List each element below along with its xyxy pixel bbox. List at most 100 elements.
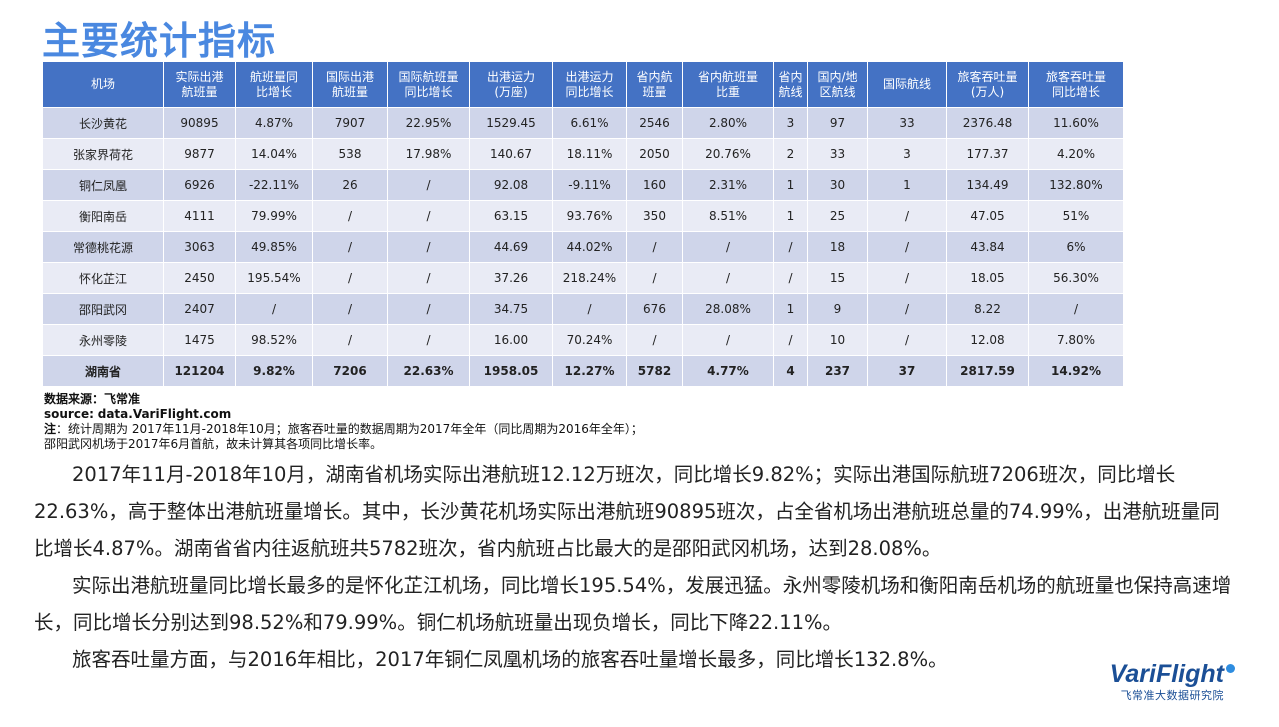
paragraph-3-text: 旅客吞吐量方面，与2016年相比，2017年铜仁凤凰机场的旅客吞吐量增长最多，同… (72, 648, 948, 671)
table-cell: 2050 (626, 138, 683, 170)
table-cell: 79.99% (235, 200, 313, 232)
table-cell: 97 (807, 107, 868, 139)
table-cell: 长沙黄花 (42, 107, 164, 139)
table-cell: 2450 (163, 262, 236, 294)
table-cell: 怀化芷江 (42, 262, 164, 294)
stats-table: 机场 实际出港 航班量 航班量同 比增长 国际出港 航班量 国际航班量 同比增长 出港运力 (万座)… (42, 61, 1124, 387)
paragraph-1: 2017年11月-2018年10月，湖南省机场实际出港航班12.12万班次，同比… (34, 456, 1239, 567)
table-cell: / (773, 262, 808, 294)
table-cell: 6.61% (552, 107, 627, 139)
table-cell: / (387, 324, 470, 356)
table-cell: 90895 (163, 107, 236, 139)
column-header: 省内航班量 比重 (682, 61, 774, 108)
table-cell: 33 (807, 138, 868, 170)
table-row: 铜仁凤凰 6926 -22.11% 26/92.08 -9.11% 160 2.31% 1 30… (42, 169, 1124, 201)
table-cell: 2407 (163, 293, 236, 325)
table-cell: / (312, 293, 388, 325)
table-cell: 26 (312, 169, 388, 201)
table-cell: 676 (626, 293, 683, 325)
logo-sub-text: 飞常准大数据研究院 (1120, 689, 1225, 702)
table-body: 长沙黄花 90895 4.87% 7907 22.95% 1529.45 6.61% 2546… (42, 107, 1124, 356)
table-cell: / (682, 324, 774, 356)
table-cell: 1 (867, 169, 947, 201)
table-cell: 140.67 (469, 138, 553, 170)
footnotes: 数据来源：飞常准 source: data.VariFlight.com 注：统… (44, 392, 643, 452)
table-cell: / (552, 293, 627, 325)
table-cell: / (867, 200, 947, 232)
table-cell: 195.54% (235, 262, 313, 294)
column-header: 出港运力 同比增长 (552, 61, 627, 108)
note-line-2: 邵阳武冈机场于2017年6月首航，故未计算其各项同比增长率。 (44, 437, 383, 451)
logo-main-text: VariFlight (1109, 660, 1224, 688)
total-cell: 9.82% (235, 355, 313, 387)
table-cell: 93.76% (552, 200, 627, 232)
logo-dot-icon (1226, 664, 1235, 673)
total-row: 湖南省 121204 9.82% 7206 22.63% 1958.05 12.27% 578… (42, 355, 1124, 387)
table-cell: 3063 (163, 231, 236, 263)
total-cell: 14.92% (1028, 355, 1124, 387)
table-cell: 20.76% (682, 138, 774, 170)
table-total: 湖南省 121204 9.82% 7206 22.63% 1958.05 12.27% 578… (42, 355, 1124, 387)
table-row: 怀化芷江 2450 195.54% //37.26 218.24% / //15/18.05… (42, 262, 1124, 294)
table-cell: 6% (1028, 231, 1124, 263)
table-cell: / (682, 262, 774, 294)
table-cell: 3 (773, 107, 808, 139)
paragraph-3: 旅客吞吐量方面，与2016年相比，2017年铜仁凤凰机场的旅客吞吐量增长最多，同… (34, 641, 1239, 678)
table-cell: 1475 (163, 324, 236, 356)
table-cell: -9.11% (552, 169, 627, 201)
total-cell: 1958.05 (469, 355, 553, 387)
table-cell: 永州零陵 (42, 324, 164, 356)
table-cell: 132.80% (1028, 169, 1124, 201)
table-cell: 7907 (312, 107, 388, 139)
table-cell: 33 (867, 107, 947, 139)
table-cell: / (235, 293, 313, 325)
table-cell: 4.87% (235, 107, 313, 139)
source-label: source: (44, 407, 94, 421)
column-header: 机场 (42, 61, 164, 108)
note-line-1: ：统计周期为 2017年11月-2018年10月；旅客吞吐量的数据周期为2017… (56, 422, 643, 436)
table-cell: 160 (626, 169, 683, 201)
table-cell: / (387, 169, 470, 201)
total-cell: 5782 (626, 355, 683, 387)
table-cell: 2376.48 (946, 107, 1029, 139)
column-header: 国际出港 航班量 (312, 61, 388, 108)
table-cell: 350 (626, 200, 683, 232)
total-cell: 4.77% (682, 355, 774, 387)
table-cell: / (867, 231, 947, 263)
table-cell: 7.80% (1028, 324, 1124, 356)
table-cell: 44.02% (552, 231, 627, 263)
table-cell: 邵阳武冈 (42, 293, 164, 325)
total-cell: 37 (867, 355, 947, 387)
table-cell: 10 (807, 324, 868, 356)
table-header: 机场 实际出港 航班量 航班量同 比增长 国际出港 航班量 国际航班量 同比增长 出港运力 (万座)… (42, 61, 1124, 108)
table-cell: 49.85% (235, 231, 313, 263)
table-cell: / (312, 231, 388, 263)
table-cell: 1 (773, 200, 808, 232)
column-header: 国内/地 区航线 (807, 61, 868, 108)
column-header: 省内 航线 (773, 61, 808, 108)
total-cell: 12.27% (552, 355, 627, 387)
variflight-logo: VariFlight 飞常准大数据研究院 (1110, 660, 1235, 703)
table-cell: / (626, 324, 683, 356)
table-cell: 14.04% (235, 138, 313, 170)
table-cell: -22.11% (235, 169, 313, 201)
table-cell: 30 (807, 169, 868, 201)
column-header: 国际航班量 同比增长 (387, 61, 470, 108)
table-cell: 铜仁凤凰 (42, 169, 164, 201)
column-header: 航班量同 比增长 (235, 61, 313, 108)
table-cell: 4111 (163, 200, 236, 232)
table-cell: 28.08% (682, 293, 774, 325)
table-cell: 47.05 (946, 200, 1029, 232)
table-cell: 11.60% (1028, 107, 1124, 139)
table-cell: 3 (867, 138, 947, 170)
table-cell: 8.51% (682, 200, 774, 232)
table-cell: 16.00 (469, 324, 553, 356)
table-cell: 92.08 (469, 169, 553, 201)
table-cell: 51% (1028, 200, 1124, 232)
total-cell: 22.63% (387, 355, 470, 387)
paragraph-1-text: 2017年11月-2018年10月，湖南省机场实际出港航班12.12万班次，同比… (34, 463, 1220, 560)
table-cell: 6926 (163, 169, 236, 201)
table-cell: / (773, 324, 808, 356)
table-row: 长沙黄花 90895 4.87% 7907 22.95% 1529.45 6.61% 2546… (42, 107, 1124, 139)
table-cell: / (626, 262, 683, 294)
